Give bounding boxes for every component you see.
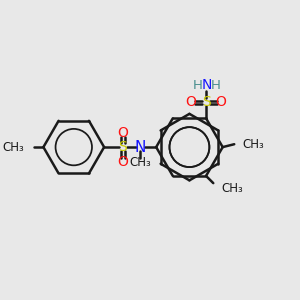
Text: CH₃: CH₃ [3,141,25,154]
Text: CH₃: CH₃ [129,156,151,169]
Text: H: H [193,80,203,92]
Text: CH₃: CH₃ [221,182,243,195]
Text: S: S [118,140,127,154]
Text: O: O [186,95,196,110]
Text: O: O [118,154,128,169]
Text: O: O [118,126,128,140]
Text: O: O [216,95,226,110]
Text: S: S [202,95,210,110]
Text: H: H [211,80,220,92]
Text: N: N [202,78,212,92]
Text: N: N [135,140,146,154]
Text: CH₃: CH₃ [242,138,264,151]
